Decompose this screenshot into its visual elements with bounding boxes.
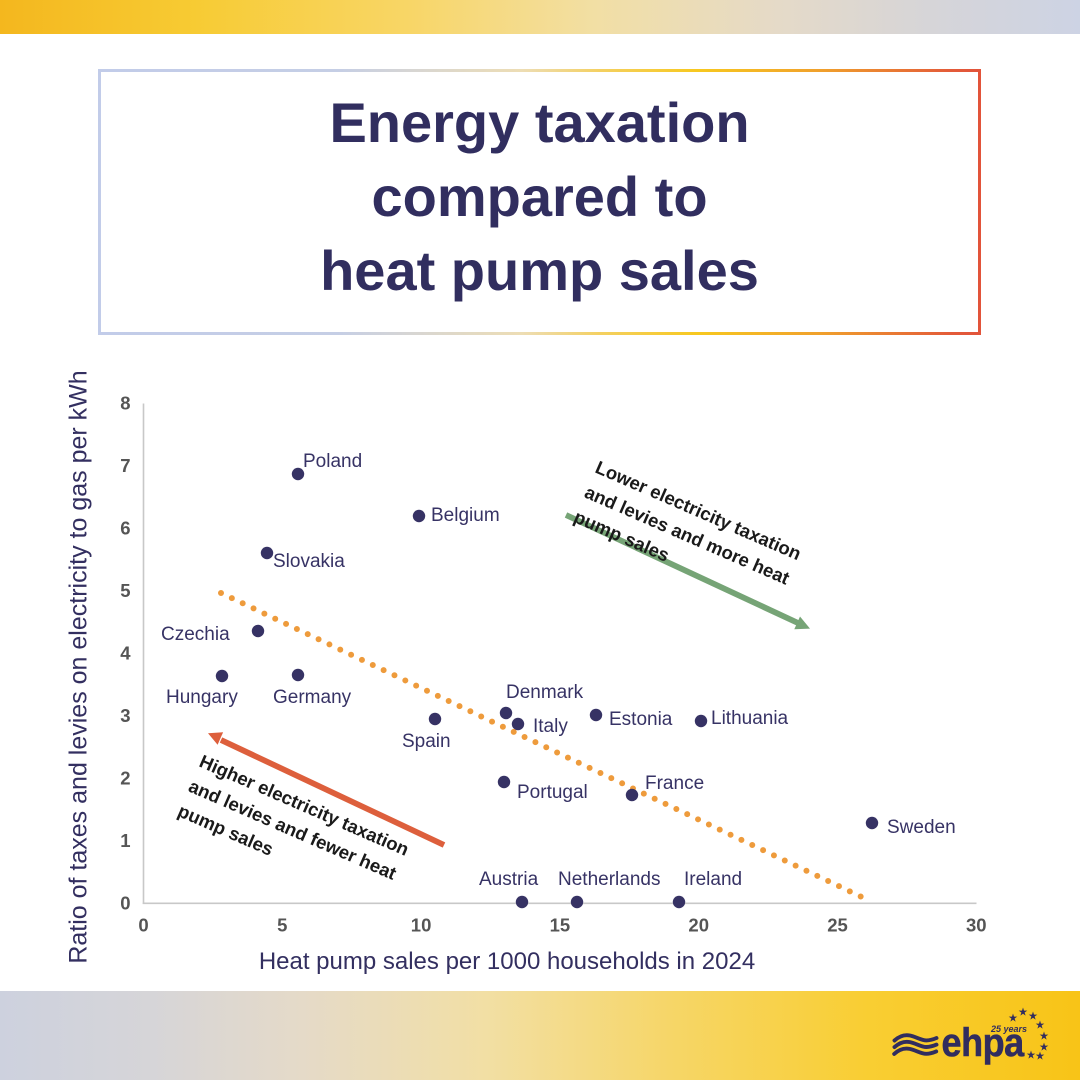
svg-text:30: 30	[966, 915, 987, 936]
svg-text:5: 5	[277, 915, 287, 936]
svg-text:8: 8	[120, 393, 130, 414]
svg-text:Sweden: Sweden	[887, 817, 956, 838]
svg-text:Hungary: Hungary	[166, 687, 238, 708]
svg-text:Belgium: Belgium	[431, 505, 500, 526]
svg-text:Poland: Poland	[303, 451, 362, 472]
svg-text:Estonia: Estonia	[609, 709, 673, 730]
svg-text:6: 6	[120, 518, 130, 539]
svg-text:7: 7	[120, 455, 130, 476]
svg-text:20: 20	[688, 915, 709, 936]
svg-text:Austria: Austria	[479, 869, 539, 890]
svg-text:Czechia: Czechia	[161, 624, 230, 645]
svg-text:Spain: Spain	[402, 731, 451, 752]
svg-text:Lithuania: Lithuania	[711, 708, 789, 729]
svg-text:10: 10	[411, 915, 432, 936]
svg-text:Slovakia: Slovakia	[273, 551, 345, 572]
svg-text:Italy: Italy	[533, 716, 568, 737]
svg-text:0: 0	[138, 915, 148, 936]
svg-text:Germany: Germany	[273, 687, 352, 708]
svg-text:25: 25	[827, 915, 848, 936]
svg-text:2: 2	[120, 768, 130, 789]
svg-text:Heat pump sales per 1000 house: Heat pump sales per 1000 households in 2…	[259, 948, 755, 975]
svg-text:Netherlands: Netherlands	[558, 869, 660, 890]
svg-text:3: 3	[120, 705, 130, 726]
svg-text:Ratio of taxes and levies on e: Ratio of taxes and levies on electricity…	[65, 370, 93, 963]
svg-text:Portugal: Portugal	[517, 782, 588, 803]
svg-text:Denmark: Denmark	[506, 682, 584, 703]
svg-text:15: 15	[550, 915, 571, 936]
svg-text:0: 0	[120, 893, 130, 914]
svg-text:1: 1	[120, 830, 130, 851]
svg-text:France: France	[645, 773, 704, 794]
svg-text:4: 4	[120, 643, 131, 664]
svg-text:Ireland: Ireland	[684, 869, 742, 890]
svg-text:5: 5	[120, 580, 130, 601]
